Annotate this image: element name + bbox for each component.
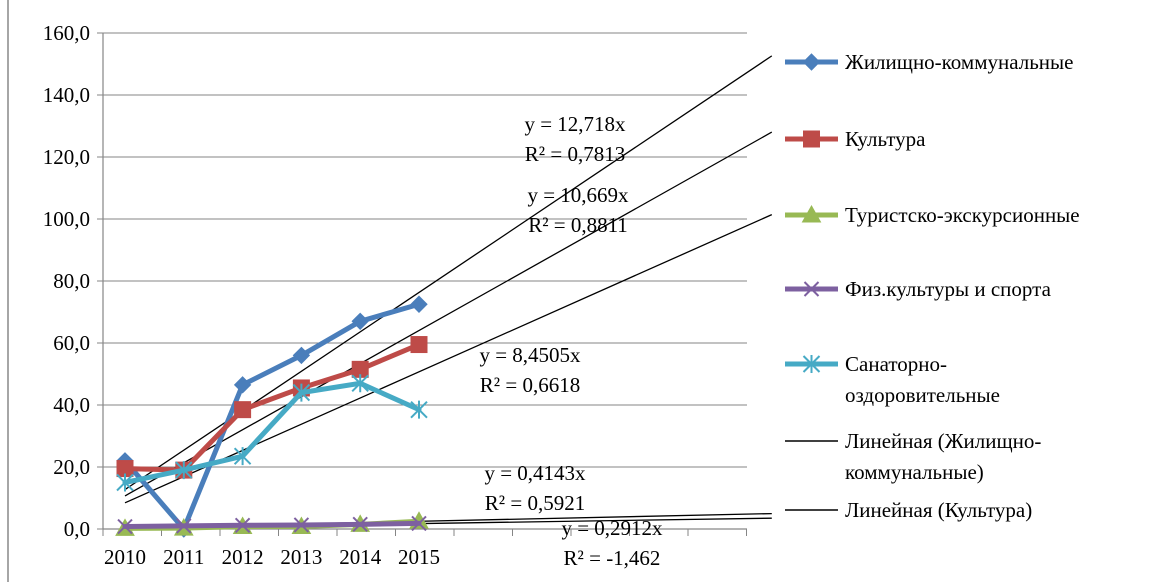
trendline	[124, 131, 773, 497]
legend-label: Линейная (Культура)	[845, 498, 1032, 522]
trendline-r-squared: R² = 0,6618	[480, 373, 580, 397]
x-marker	[176, 518, 192, 534]
series-line	[122, 301, 422, 532]
square-marker	[410, 336, 428, 354]
diamond-marker	[351, 312, 369, 331]
trendline-r-squared: R² = 0,7813	[525, 142, 625, 166]
star-marker	[410, 400, 428, 419]
y-tick-label: 160,0	[43, 21, 90, 45]
x-tick-label: 2015	[398, 545, 440, 569]
trendline-equation: y = 0,2912x	[561, 516, 663, 540]
diamond-marker	[233, 376, 252, 394]
legend-label: оздоровительные	[845, 383, 1000, 407]
y-tick-label: 40,0	[53, 393, 90, 417]
star-marker	[802, 355, 821, 373]
trendline-equation: y = 12,718x	[524, 112, 626, 136]
square-marker	[234, 401, 252, 419]
x-tick-label: 2010	[104, 545, 146, 569]
x-tick-label: 2012	[222, 545, 264, 569]
diamond-marker	[292, 346, 311, 365]
x-marker	[234, 517, 251, 533]
x-marker	[411, 515, 427, 532]
x-tick-label: 2014	[339, 545, 382, 569]
legend-label: Туристско-экскурсионные	[845, 203, 1080, 227]
y-tick-label: 100,0	[43, 207, 90, 231]
series-group	[117, 515, 427, 535]
legend-label: коммунальные)	[845, 460, 984, 484]
star-marker	[351, 374, 369, 393]
star-marker	[233, 447, 252, 466]
trendline-equation: y = 0,4143x	[484, 461, 586, 485]
square-marker	[803, 130, 820, 148]
star-marker	[292, 383, 311, 402]
trendline	[124, 214, 773, 504]
star-marker	[175, 461, 193, 480]
x-tick-label: 2013	[280, 545, 322, 569]
tick-labels: 0,0 20,0 40,0 60,0 80,0 100,0 120,0 140,0 160,0 2…	[43, 21, 440, 569]
diamond-marker	[410, 295, 428, 313]
series-line	[122, 380, 422, 485]
series-line	[122, 520, 422, 530]
triangle-marker	[801, 204, 822, 223]
x-tick-label: 2011	[163, 545, 204, 569]
legend-label: Культура	[845, 127, 926, 151]
legend: Жилищно-коммунальные Культура Туристско-эк…	[785, 50, 1080, 522]
legend-label: Физ.культуры и спорта	[845, 277, 1052, 301]
series-group	[116, 374, 428, 492]
star-marker	[116, 473, 134, 492]
trendline-equation: y = 8,4505x	[479, 343, 581, 367]
legend-label: Санаторно-	[845, 352, 947, 376]
y-tick-label: 80,0	[53, 269, 90, 293]
trendline-r-squared: R² = 0,5921	[485, 491, 585, 515]
x-marker	[293, 517, 310, 533]
legend-label: Жилищно-коммунальные	[845, 50, 1073, 74]
y-tick-label: 120,0	[43, 145, 90, 169]
x-marker	[352, 516, 368, 533]
legend-label: Линейная (Жилищно-	[845, 429, 1041, 453]
x-marker	[803, 281, 820, 297]
y-tick-label: 20,0	[53, 455, 90, 479]
diamond-marker	[802, 53, 821, 71]
trendline-r-squared: R² = -1,462	[564, 546, 661, 570]
y-tick-label: 0,0	[64, 517, 90, 541]
trendline-r-squared: R² = 0,8811	[528, 213, 628, 237]
y-tick-label: 60,0	[53, 331, 90, 355]
trendline-equations: y = 12,718x R² = 0,7813 y = 10,669x R² = 0,…	[479, 112, 663, 570]
trendline-equation: y = 10,669x	[527, 183, 629, 207]
data-series	[115, 295, 429, 538]
x-marker	[117, 518, 133, 535]
y-tick-label: 140,0	[43, 83, 90, 107]
